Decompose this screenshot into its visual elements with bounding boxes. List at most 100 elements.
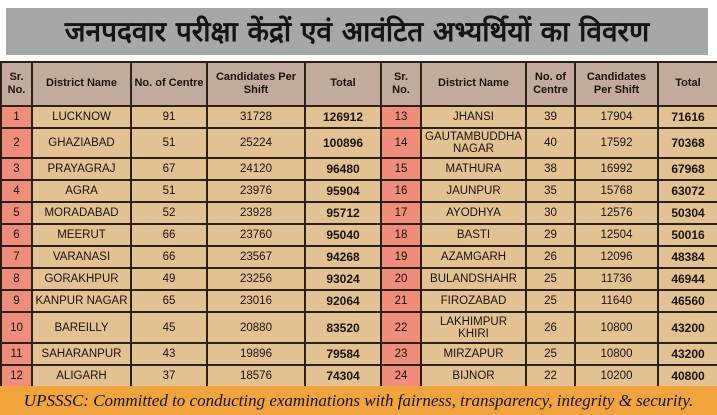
footer-banner: UPSSSC: Committed to conducting examinat… xyxy=(0,386,717,415)
centres-cell: 38 xyxy=(525,157,576,181)
district-cell: GHAZIABAD xyxy=(31,127,132,159)
serial-cell: 4 xyxy=(0,179,33,203)
total-cell: 79584 xyxy=(304,342,382,366)
district-cell: AYODHYA xyxy=(420,201,527,225)
district-cell: MEERUT xyxy=(31,223,132,247)
district-cell: LUCKNOW xyxy=(31,105,132,129)
district-cell: JAUNPUR xyxy=(420,179,527,203)
total-cell: 100896 xyxy=(304,127,382,159)
per-shift-cell: 10800 xyxy=(574,342,659,366)
serial-cell: 23 xyxy=(380,342,422,366)
district-cell: BIJNOR xyxy=(420,364,527,388)
centres-cell: 49 xyxy=(130,267,208,291)
per-shift-cell: 23016 xyxy=(206,289,306,313)
serial-cell: 6 xyxy=(0,223,33,247)
centres-cell: 67 xyxy=(130,157,208,181)
per-shift-cell: 17904 xyxy=(574,105,659,129)
districts-table-container: Sr. No. District Name No. of Centre Candida… xyxy=(0,61,717,388)
total-cell: 43200 xyxy=(657,311,717,344)
centres-cell: 25 xyxy=(525,342,576,366)
table-row: 6 MEERUT 66 23760 95040 18 BASTI 29 12504 50016 xyxy=(0,223,717,247)
district-cell: MATHURA xyxy=(420,157,527,181)
table-row: 8 GORAKHPUR 49 23256 93024 20 BULANDSHAHR 25 117… xyxy=(0,267,717,291)
serial-cell: 24 xyxy=(380,364,422,388)
per-shift-cell: 12576 xyxy=(574,201,659,225)
col-header-district-right: District Name xyxy=(420,61,527,107)
total-cell: 94268 xyxy=(304,245,382,269)
footer-text: UPSSSC: Committed to conducting examinat… xyxy=(23,390,694,410)
centres-cell: 66 xyxy=(130,223,208,247)
district-cell: GORAKHPUR xyxy=(31,267,132,291)
total-cell: 83520 xyxy=(304,311,382,344)
table-header: Sr. No. District Name No. of Centre Candida… xyxy=(0,61,717,107)
header-row: Sr. No. District Name No. of Centre Candida… xyxy=(0,61,717,107)
district-cell: BULANDSHAHR xyxy=(420,267,527,291)
total-cell: 92064 xyxy=(304,289,382,313)
col-header-sr-right: Sr. No. xyxy=(380,61,422,107)
per-shift-cell: 23976 xyxy=(206,179,306,203)
per-shift-cell: 17592 xyxy=(574,127,659,159)
table-row: 5 MORADABAD 52 23928 95712 17 AYODHYA 30 12576 50… xyxy=(0,201,717,225)
per-shift-cell: 24120 xyxy=(206,157,306,181)
district-cell: ALIGARH xyxy=(31,364,132,388)
per-shift-cell: 11736 xyxy=(574,267,659,291)
centres-cell: 35 xyxy=(525,179,576,203)
district-cell: AGRA xyxy=(31,179,132,203)
total-cell: 46560 xyxy=(657,289,717,313)
total-cell: 93024 xyxy=(304,267,382,291)
serial-cell: 9 xyxy=(0,289,33,313)
centres-cell: 26 xyxy=(525,311,576,344)
serial-cell: 1 xyxy=(0,105,33,129)
centres-cell: 43 xyxy=(130,342,208,366)
centres-cell: 26 xyxy=(525,245,576,269)
table-row: 4 AGRA 51 23976 95904 16 JAUNPUR 35 15768 63072 xyxy=(0,179,717,203)
per-shift-cell: 16992 xyxy=(574,157,659,181)
district-cell: BASTI xyxy=(420,223,527,247)
table-row: 10 BAREILLY 45 20880 83520 22 LAKHIMPUR KHIRI 2… xyxy=(0,311,717,344)
table-row: 9 KANPUR NAGAR 65 23016 92064 21 FIROZABAD 25 11… xyxy=(0,289,717,313)
centres-cell: 40 xyxy=(525,127,576,159)
serial-cell: 8 xyxy=(0,267,33,291)
centres-cell: 65 xyxy=(130,289,208,313)
per-shift-cell: 23928 xyxy=(206,201,306,225)
table-row: 7 VARANASI 66 23567 94268 19 AZAMGARH 26 12096 48… xyxy=(0,245,717,269)
per-shift-cell: 18576 xyxy=(206,364,306,388)
district-cell: BAREILLY xyxy=(31,311,132,344)
centres-cell: 51 xyxy=(130,127,208,159)
total-cell: 95712 xyxy=(304,201,382,225)
centres-cell: 37 xyxy=(130,364,208,388)
total-cell: 48384 xyxy=(657,245,717,269)
per-shift-cell: 23256 xyxy=(206,267,306,291)
table-body: 1 LUCKNOW 91 31728 126912 13 JHANSI 39 17904 7161… xyxy=(0,105,717,388)
total-cell: 71616 xyxy=(657,105,717,129)
per-shift-cell: 31728 xyxy=(206,105,306,129)
col-header-total-right: Total xyxy=(657,61,717,107)
centres-cell: 30 xyxy=(525,201,576,225)
total-cell: 46944 xyxy=(657,267,717,291)
serial-cell: 7 xyxy=(0,245,33,269)
total-cell: 63072 xyxy=(657,179,717,203)
district-cell: LAKHIMPUR KHIRI xyxy=(420,311,527,344)
table-row: 3 PRAYAGRAJ 67 24120 96480 15 MATHURA 38 16992 67… xyxy=(0,157,717,181)
serial-cell: 18 xyxy=(380,223,422,247)
serial-cell: 17 xyxy=(380,201,422,225)
district-cell: SAHARANPUR xyxy=(31,342,132,366)
centres-cell: 25 xyxy=(525,267,576,291)
serial-cell: 16 xyxy=(380,179,422,203)
district-cell: PRAYAGRAJ xyxy=(31,157,132,181)
per-shift-cell: 12504 xyxy=(574,223,659,247)
centres-cell: 45 xyxy=(130,311,208,344)
per-shift-cell: 19896 xyxy=(206,342,306,366)
serial-cell: 21 xyxy=(380,289,422,313)
col-header-per-shift-right: Candidates Per Shift xyxy=(574,61,659,107)
serial-cell: 2 xyxy=(0,127,33,159)
col-header-sr-left: Sr. No. xyxy=(0,61,33,107)
serial-cell: 19 xyxy=(380,245,422,269)
serial-cell: 13 xyxy=(380,105,422,129)
total-cell: 126912 xyxy=(304,105,382,129)
col-header-centres-right: No. of Centre xyxy=(525,61,576,107)
centres-cell: 52 xyxy=(130,201,208,225)
per-shift-cell: 10200 xyxy=(574,364,659,388)
per-shift-cell: 10800 xyxy=(574,311,659,344)
centres-cell: 25 xyxy=(525,289,576,313)
